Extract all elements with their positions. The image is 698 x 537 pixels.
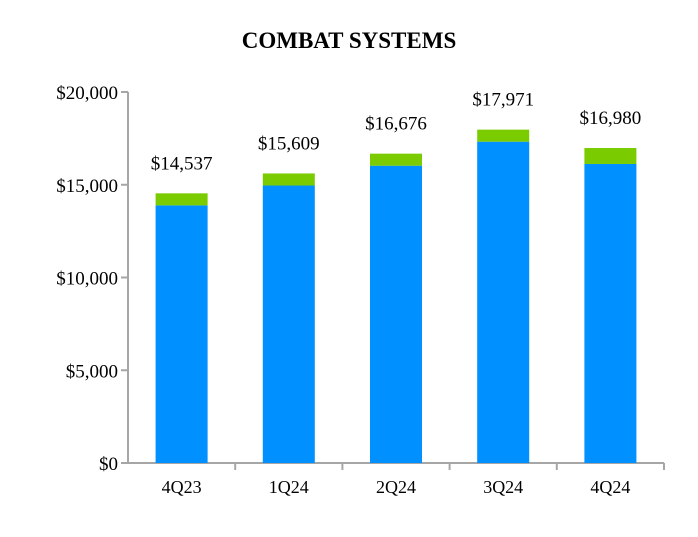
y-tick-label: $5,000 bbox=[66, 361, 118, 382]
y-tick-label: $20,000 bbox=[56, 83, 118, 104]
x-tick-label: 2Q24 bbox=[376, 477, 416, 497]
bar-segment-blue bbox=[155, 205, 208, 463]
bar-segment-green bbox=[262, 173, 315, 186]
y-tick-label: $10,000 bbox=[56, 269, 118, 290]
bar-segment-blue bbox=[370, 165, 422, 463]
y-tick-label: $15,000 bbox=[56, 176, 118, 197]
bar-segment-blue bbox=[584, 163, 637, 463]
bar-segment-green bbox=[370, 153, 422, 166]
x-tick-label: 3Q24 bbox=[483, 477, 523, 497]
bar-total-label: $15,609 bbox=[258, 133, 320, 154]
x-tick-label: 1Q24 bbox=[269, 477, 309, 497]
bar-segment-green bbox=[477, 129, 530, 142]
bar-segment-green bbox=[155, 193, 208, 206]
bar-segment-blue bbox=[262, 185, 315, 463]
bar-segment-blue bbox=[477, 141, 530, 464]
bar-total-label: $17,971 bbox=[472, 90, 534, 111]
y-tick-label: $0 bbox=[99, 454, 118, 475]
chart-title: COMBAT SYSTEMS bbox=[242, 28, 457, 53]
bar-total-label: $16,676 bbox=[365, 114, 427, 135]
bar-total-label: $14,537 bbox=[151, 153, 213, 174]
bar-total-label: $16,980 bbox=[580, 108, 642, 129]
bar-segment-green bbox=[584, 148, 637, 164]
x-tick-label: 4Q23 bbox=[162, 477, 202, 497]
x-tick-label: 4Q24 bbox=[590, 477, 630, 497]
